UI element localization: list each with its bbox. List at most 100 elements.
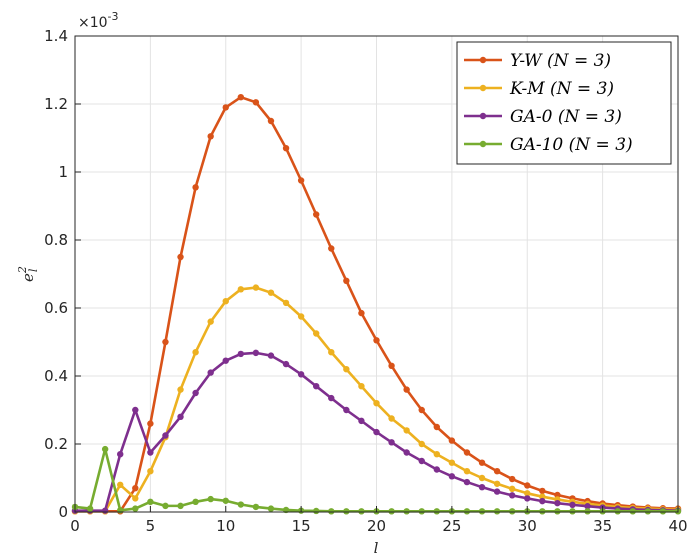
series-marker (117, 507, 124, 514)
series-marker (478, 474, 486, 482)
series-marker (237, 501, 245, 508)
series-marker (297, 371, 305, 378)
series-marker (373, 428, 380, 436)
y-tick-label: 1.2 (44, 95, 68, 113)
legend-entry: K-M (N = 3) (464, 79, 614, 99)
y-axis-label: e2l (16, 266, 40, 282)
legend-marker (479, 56, 487, 64)
y-tick-label: 0.6 (44, 299, 68, 317)
series-marker (569, 501, 576, 509)
series-marker (659, 508, 667, 515)
series-marker (388, 508, 395, 515)
x-tick-label: 0 (70, 517, 80, 535)
series-marker (463, 508, 471, 515)
series-marker (433, 508, 440, 515)
series-marker (207, 369, 214, 376)
series-marker (177, 253, 184, 261)
series-marker (358, 508, 365, 515)
series-marker (463, 478, 471, 486)
series-marker (569, 508, 576, 515)
series-marker (132, 495, 139, 502)
series-marker (584, 508, 591, 515)
series-marker (237, 94, 245, 101)
series-marker (463, 449, 471, 456)
legend-label: K-M (N = 3) (509, 79, 614, 99)
series-marker (508, 485, 516, 493)
x-tick-label: 35 (593, 517, 612, 535)
y-tick-label: 0.4 (44, 367, 68, 385)
series-marker (162, 502, 169, 510)
series-marker (267, 117, 275, 125)
series-marker (388, 362, 395, 369)
series-marker (282, 360, 290, 368)
series-marker (403, 508, 410, 515)
y-tick-label: 0.2 (44, 435, 68, 453)
y-tick-label: 0.8 (44, 231, 68, 249)
series-marker (418, 457, 425, 465)
series-marker (147, 449, 154, 456)
series-marker (313, 211, 320, 218)
series-marker (147, 498, 154, 505)
series-marker (86, 505, 94, 512)
series-marker (554, 499, 561, 507)
series-marker (282, 299, 290, 307)
y-tick-label: 1 (58, 163, 68, 181)
series-marker (418, 508, 425, 515)
series-marker (101, 445, 109, 453)
series-marker (313, 507, 320, 515)
y-multiplier: ×10-3 (78, 10, 119, 31)
series-marker (463, 468, 471, 475)
series-marker (614, 508, 621, 515)
legend-label: GA-0 (N = 3) (510, 107, 622, 127)
x-tick-label: 5 (146, 517, 156, 535)
series-marker (554, 491, 561, 499)
series-marker (373, 400, 380, 407)
series-marker (328, 349, 335, 356)
series-marker (554, 508, 561, 515)
y-axis-label-sub: l (27, 268, 40, 272)
series-marker (328, 508, 335, 515)
series-marker (101, 507, 109, 514)
legend-entry: GA-0 (N = 3) (464, 107, 622, 127)
series-marker (192, 498, 199, 505)
series-marker (147, 468, 154, 475)
series-marker (403, 427, 410, 434)
series-marker (192, 389, 199, 397)
series-marker (192, 349, 199, 356)
y-axis-label-sup: 2 (16, 266, 29, 274)
legend-label: Y-W (N = 3) (510, 51, 611, 71)
series-marker (313, 383, 320, 390)
series-marker (222, 298, 229, 305)
series-marker (448, 459, 456, 466)
series-marker (132, 406, 139, 414)
series-marker (539, 497, 546, 505)
series-marker (207, 318, 214, 325)
series-marker (177, 386, 184, 393)
y-tick-label: 1.4 (44, 27, 68, 45)
legend-marker (479, 112, 487, 120)
series-marker (433, 466, 440, 473)
x-tick-label: 20 (367, 517, 386, 535)
y-multiplier-base: ×10 (78, 15, 108, 31)
series-marker (207, 495, 214, 503)
series-marker (328, 394, 335, 402)
series-marker (539, 493, 546, 500)
legend-marker (479, 84, 487, 92)
series-marker (493, 480, 501, 487)
series-marker (237, 286, 245, 293)
x-axis-label: l (374, 539, 379, 556)
x-tick-label: 25 (442, 517, 461, 535)
legend-label: GA-10 (N = 3) (510, 135, 633, 155)
series-marker (478, 459, 486, 466)
series-marker (343, 508, 350, 515)
series-marker (222, 357, 229, 364)
legend-entry: GA-10 (N = 3) (464, 135, 633, 155)
series-marker (539, 508, 546, 515)
series-marker (373, 337, 380, 344)
series-marker (448, 473, 456, 480)
series-marker (493, 508, 501, 515)
series-marker (132, 485, 139, 492)
series-marker (297, 313, 305, 320)
series-marker (629, 508, 636, 515)
